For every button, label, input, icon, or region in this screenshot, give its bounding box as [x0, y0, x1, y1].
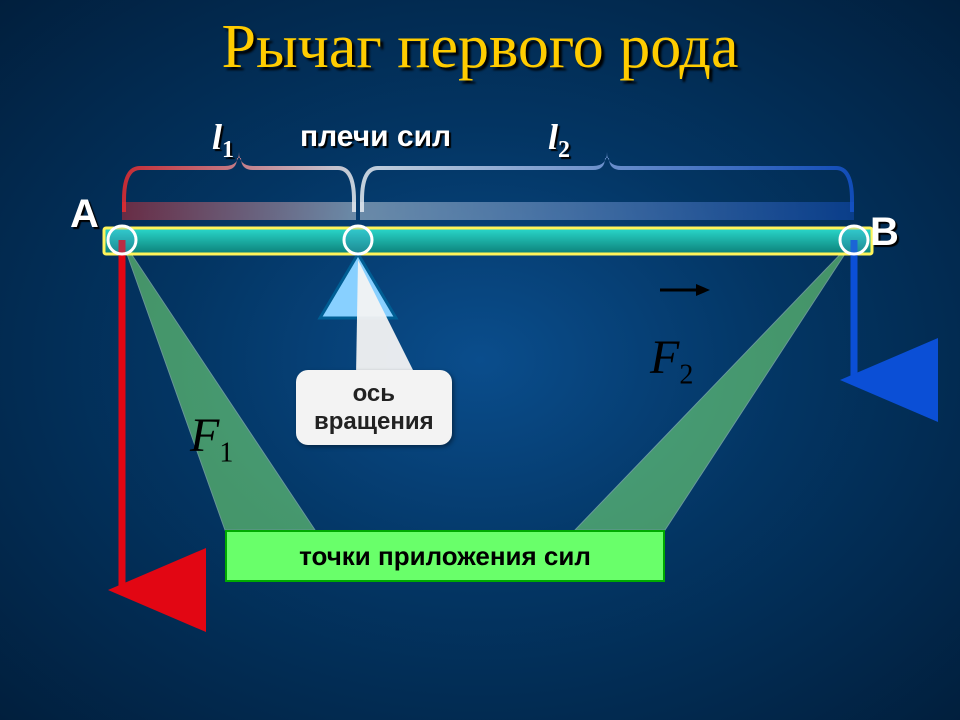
force-points-band: точки приложения сил [225, 530, 665, 582]
point-b-label: В [870, 210, 899, 255]
l1-sym: l [212, 117, 222, 157]
lever-bar [104, 228, 872, 254]
point-a-label: А [70, 192, 99, 237]
diagram-stage: А В l1 плечи сил l2 F1 F2 осьвращения то… [0, 0, 960, 720]
l2-sub: 2 [558, 137, 570, 163]
callout-pointer [356, 260, 416, 376]
brace-l2 [360, 152, 854, 220]
callout-cones [122, 240, 854, 530]
arms-label: плечи сил [300, 120, 451, 154]
l2-sym: l [548, 117, 558, 157]
diagram-svg [0, 0, 960, 720]
force-f1-label: F1 [190, 408, 233, 470]
brace-l1 [122, 152, 356, 220]
l2-label: l2 [548, 116, 570, 164]
axis-callout: осьвращения [296, 370, 452, 445]
vector-arrow-icon [660, 284, 710, 296]
f2-sym: F [650, 331, 679, 384]
l1-label: l1 [212, 116, 234, 164]
force-f2-label: F2 [650, 330, 693, 392]
f1-sym: F [190, 409, 219, 462]
f1-sub: 1 [219, 438, 233, 469]
l1-sub: 1 [222, 137, 234, 163]
f2-sub: 2 [679, 360, 693, 391]
